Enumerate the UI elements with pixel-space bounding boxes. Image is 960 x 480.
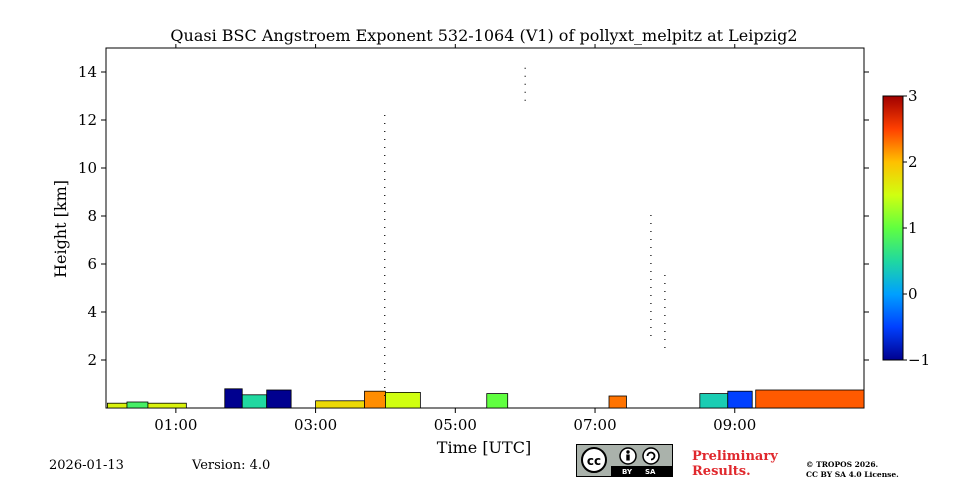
x-tick-label-1: 03:00 [294, 416, 337, 434]
aerosol-layer-6 [364, 390, 386, 409]
copyright-line-2: CC BY SA 4.0 License. [806, 470, 899, 479]
chart-title: Quasi BSC Angstroem Exponent 532-1064 (V… [170, 26, 797, 45]
copyright-note: © TROPOS 2026. CC BY SA 4.0 License. [806, 460, 899, 480]
license-badge-strip [611, 466, 672, 476]
colorbar-tick-label-1: 2 [908, 153, 918, 171]
colorbar-tick-label-4: −1 [908, 351, 930, 369]
aerosol-layer-3 [241, 394, 268, 409]
y-tick-label-0: 2 [87, 351, 97, 369]
preliminary-line-1: Preliminary [692, 449, 778, 464]
license-by-label: BY [622, 468, 633, 476]
aerosol-layer-10 [699, 393, 729, 409]
aerosol-layer-9 [608, 395, 627, 409]
colorbar [882, 95, 904, 361]
y-tick-label-6: 14 [78, 63, 97, 81]
plot-area [105, 47, 865, 409]
x-tick-label-3: 07:00 [573, 416, 616, 434]
scatter-signals [384, 67, 666, 396]
aerosol-layer-7 [385, 391, 421, 409]
y-tick-label-2: 6 [87, 255, 97, 273]
preliminary-results-note: Preliminary Results. [692, 449, 778, 479]
license-badge[interactable]: cc BY SA [576, 444, 673, 477]
colorbar-tick-label-2: 1 [908, 219, 918, 237]
aerosol-layer-1 [126, 401, 149, 409]
creative-commons-icon: cc [581, 447, 660, 473]
colorbar-tick-label-3: 0 [908, 285, 918, 303]
y-tick-label-3: 8 [87, 207, 97, 225]
y-tick-label-1: 4 [87, 303, 97, 321]
colorbar-tick-label-0: 3 [908, 87, 918, 105]
y-axis-label: Height [km] [51, 180, 70, 278]
aerosol-layer-2 [224, 388, 243, 409]
x-axis: 01:00 03:00 05:00 07:00 09:00 [154, 44, 756, 434]
x-tick-label-4: 09:00 [713, 416, 756, 434]
x-axis-label: Time [UTC] [437, 438, 531, 457]
footer-version: Version: 4.0 [192, 458, 271, 473]
x-tick-label-2: 05:00 [434, 416, 477, 434]
svg-text:cc: cc [587, 454, 601, 468]
x-tick-label-0: 01:00 [154, 416, 197, 434]
aerosol-layer-4 [266, 389, 292, 409]
aerosol-layer-11 [727, 390, 753, 409]
y-tick-label-5: 12 [78, 111, 97, 129]
y-axis: 2 4 6 8 10 12 14 [78, 63, 869, 369]
colorbar-ticks: 3 2 1 0 −1 [903, 87, 930, 369]
license-sa-label: SA [645, 468, 656, 476]
aerosol-layer-8 [486, 393, 509, 409]
aerosol-layer-12 [755, 389, 865, 409]
aerosol-layer-5 [315, 400, 365, 409]
footer-date: 2026-01-13 [49, 458, 124, 473]
aerosol-layers [106, 388, 865, 409]
y-tick-label-4: 10 [78, 159, 97, 177]
preliminary-line-2: Results. [692, 464, 751, 479]
copyright-line-1: © TROPOS 2026. [806, 460, 879, 469]
